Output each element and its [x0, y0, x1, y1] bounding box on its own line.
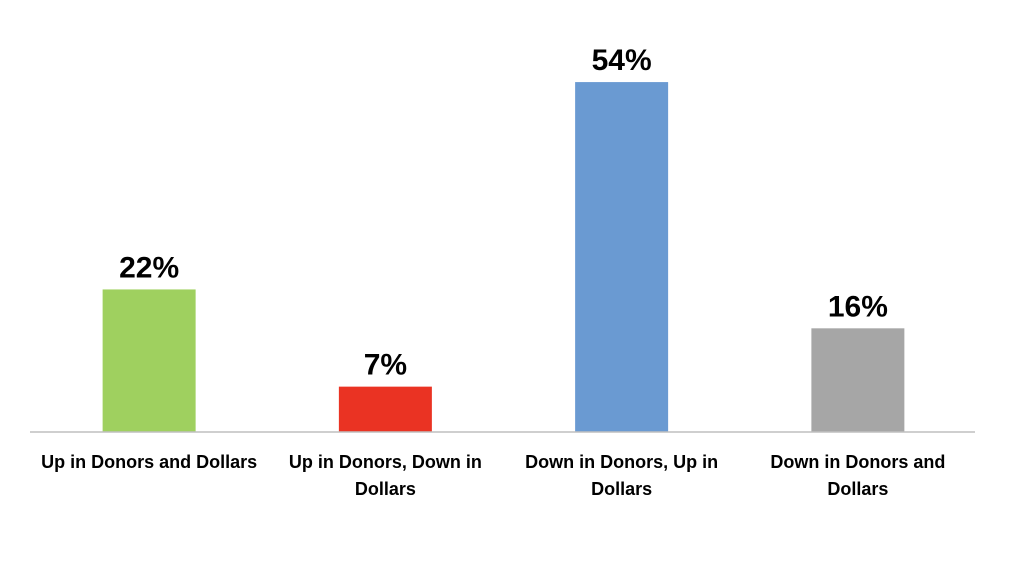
category-labels-group: Up in Donors and Dollars Up in Donors, Do…	[41, 452, 945, 499]
category-label: Up in Donors and Dollars	[41, 452, 257, 472]
bar-3	[575, 82, 669, 432]
category-label-line: Dollars	[355, 479, 416, 499]
category-label-line: Dollars	[827, 479, 888, 499]
bars-group	[102, 82, 905, 432]
category-label: Up in Donors, Down in Dollars	[289, 452, 482, 499]
bar-value-label: 54%	[592, 44, 652, 77]
bar-4	[811, 328, 905, 432]
category-label-line: Up in Donors, Down in	[289, 452, 482, 472]
bar-2	[338, 386, 432, 432]
bar-1	[102, 289, 196, 432]
category-label: Down in Donors, Up in Dollars	[525, 452, 718, 499]
bar-value-label: 16%	[828, 290, 888, 323]
category-label-line: Up in Donors and Dollars	[41, 452, 257, 472]
category-label-line: Down in Donors and	[770, 452, 945, 472]
bar-value-label: 7%	[364, 349, 407, 382]
category-label: Down in Donors and Dollars	[770, 452, 945, 499]
bar-value-label: 22%	[119, 251, 179, 284]
value-labels-group: 22% 7% 54% 16%	[119, 44, 888, 382]
category-label-line: Dollars	[591, 479, 652, 499]
category-label-line: Down in Donors, Up in	[525, 452, 718, 472]
